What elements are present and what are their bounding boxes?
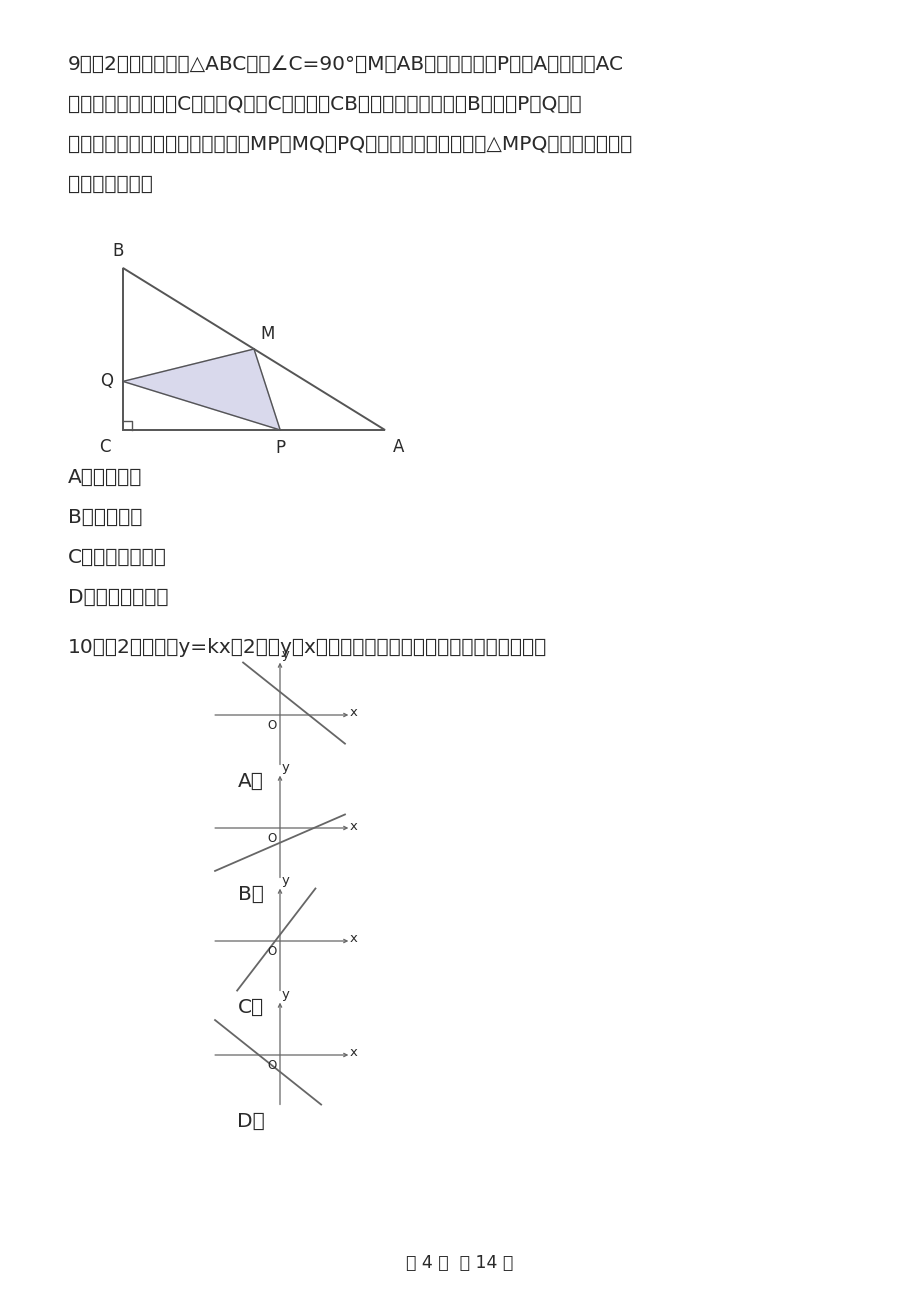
Text: C: C xyxy=(99,437,111,456)
Text: 10．（2分）函数y=kx－2中，y随x的增大而减小，则它的图像可以是（　　）: 10．（2分）函数y=kx－2中，y随x的增大而减小，则它的图像可以是（ ） xyxy=(68,638,547,658)
Text: D．: D． xyxy=(237,1112,265,1130)
Text: y: y xyxy=(282,762,289,775)
Text: C．: C． xyxy=(238,997,264,1017)
Text: Q: Q xyxy=(100,372,113,391)
Text: A．一直增大: A．一直增大 xyxy=(68,467,142,487)
Text: 第 4 页  共 14 页: 第 4 页 共 14 页 xyxy=(406,1254,513,1272)
Text: M: M xyxy=(260,326,274,342)
Text: D．先增大后减少: D．先增大后减少 xyxy=(68,589,168,607)
Text: B．: B． xyxy=(238,884,264,904)
Text: O: O xyxy=(267,945,277,958)
Text: y: y xyxy=(282,874,289,887)
Text: P: P xyxy=(275,439,285,457)
Text: y: y xyxy=(282,648,289,661)
Text: 情况是（　　）: 情况是（ ） xyxy=(68,174,153,194)
Text: y: y xyxy=(282,988,289,1001)
Text: 9．（2分）如图，在△ABC中，∠C=90°，M是AB的中点，动点P从点A出发，沿AC: 9．（2分）如图，在△ABC中，∠C=90°，M是AB的中点，动点P从点A出发，… xyxy=(68,55,623,74)
Polygon shape xyxy=(123,349,280,430)
Text: B．一直减小: B．一直减小 xyxy=(68,508,142,527)
Text: A: A xyxy=(392,437,404,456)
Text: x: x xyxy=(349,707,357,720)
Text: x: x xyxy=(349,932,357,945)
Text: 方向匀速运动到终点C，动点Q从点C出发，沿CB方向匀速运动到终点B．已知P、Q两点: 方向匀速运动到终点C，动点Q从点C出发，沿CB方向匀速运动到终点B．已知P、Q两… xyxy=(68,95,581,115)
Text: O: O xyxy=(267,832,277,845)
Text: C．先减小后增大: C．先减小后增大 xyxy=(68,548,166,566)
Text: A．: A． xyxy=(238,772,264,790)
Text: B: B xyxy=(112,242,123,260)
Text: x: x xyxy=(349,819,357,832)
Text: O: O xyxy=(267,1059,277,1072)
Text: O: O xyxy=(267,719,277,732)
Text: x: x xyxy=(349,1047,357,1060)
Text: 同时出发，并同时到达终点，连接MP，MQ，PQ．在整个运动过程中，△MPQ的面积大小变化: 同时出发，并同时到达终点，连接MP，MQ，PQ．在整个运动过程中，△MPQ的面积… xyxy=(68,135,631,154)
